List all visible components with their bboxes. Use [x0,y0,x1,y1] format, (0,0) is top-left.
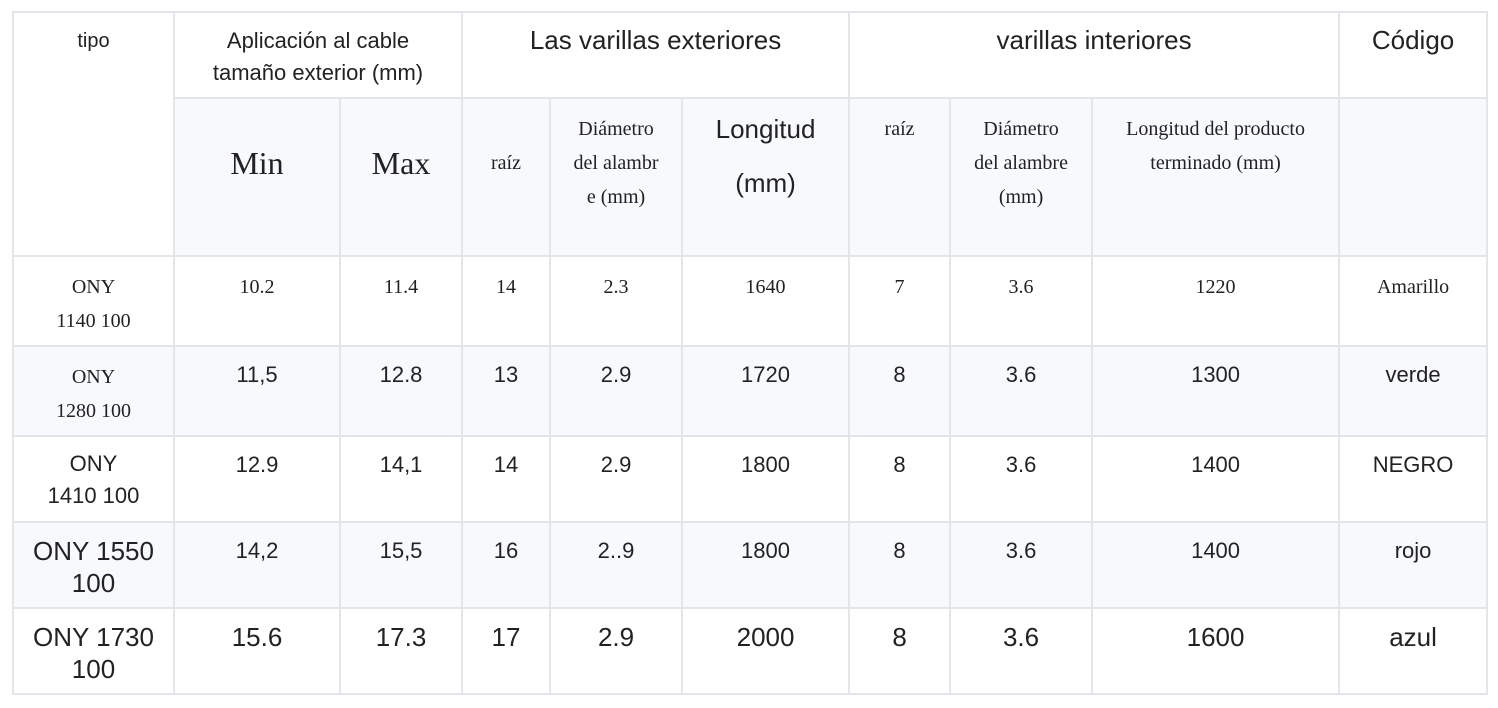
cell-diametro-interior: 3.6 [949,255,1094,347]
cell-diametro-exterior: 2.9 [549,345,684,437]
cell-tipo: ONY 1140 100 [12,255,175,347]
cell-diametro-exterior: 2.9 [549,607,684,695]
cell-diametro-exterior: 2..9 [549,521,684,609]
header-varillas-exteriores: Las varillas exteriores [461,11,851,99]
cell-diametro-exterior: 2.9 [549,435,684,523]
cell-codigo: Amarillo [1338,255,1489,347]
cell-tipo: ONY 1730 100 [12,607,175,695]
header-raiz-interior: raíz [848,97,952,257]
table-row: ONY 1410 100 12.9 14,1 14 2.9 1800 8 3.6… [12,435,1489,523]
cell-max: 17.3 [338,607,464,695]
header-raiz-exterior: raíz [461,97,552,257]
cell-tipo: ONY 1550 100 [12,521,175,609]
cell-tipo: ONY 1280 100 [12,345,175,437]
cell-raiz-exterior: 17 [461,607,552,695]
cell-raiz-exterior: 14 [461,435,552,523]
cell-diametro-interior: 3.6 [949,607,1094,695]
header-longitud-interior-text: Longitud del producto terminado (mm) [1126,118,1305,174]
cell-longitud-interior: 1600 [1091,607,1341,695]
cell-raiz-exterior: 16 [461,521,552,609]
header-diametro-interior: Diámetro del alambre (mm) [949,97,1094,257]
header-longitud-interior: Longitud del producto terminado (mm) [1091,97,1341,257]
header-longitud-exterior-text: Longitud (mm) [715,114,816,198]
cell-max: 15,5 [338,521,464,609]
header-diametro-exterior-text: Diámetro del alambre (mm) [573,118,659,208]
header-min: Min [173,97,341,257]
cell-longitud-exterior: 1640 [681,255,851,347]
cell-longitud-exterior: 1800 [681,435,851,523]
cell-raiz-interior: 8 [848,521,952,609]
cell-max: 11.4 [338,255,464,347]
cell-raiz-interior: 8 [848,435,952,523]
cell-min: 15.6 [173,607,341,695]
cell-codigo: NEGRO [1338,435,1489,523]
cell-tipo-text: ONY 1280 100 [56,366,131,422]
cell-min: 11,5 [173,345,341,437]
cell-longitud-exterior: 1800 [681,521,851,609]
cell-longitud-interior: 1400 [1091,435,1341,523]
cell-longitud-interior: 1300 [1091,345,1341,437]
table-row: ONY 1280 100 11,5 12.8 13 2.9 1720 8 3.6… [12,345,1489,437]
cell-diametro-interior: 3.6 [949,345,1094,437]
header-row-top: tipo Aplicación al cable tamaño exterior… [12,11,1489,257]
cell-longitud-exterior: 1720 [681,345,851,437]
cell-diametro-exterior: 2.3 [549,255,684,347]
cell-max: 12.8 [338,345,464,437]
header-longitud-exterior: Longitud (mm) [681,97,851,257]
table-row: ONY 1140 100 10.2 11.4 14 2.3 1640 7 3.6… [12,255,1489,347]
header-tipo: tipo [12,11,175,257]
header-codigo: Código [1338,11,1489,99]
header-diametro-interior-text: Diámetro del alambre (mm) [974,118,1068,208]
cell-codigo: rojo [1338,521,1489,609]
cell-tipo-text: ONY 1410 100 [47,451,140,508]
cell-max: 14,1 [338,435,464,523]
cell-diametro-interior: 3.6 [949,521,1094,609]
cell-longitud-interior: 1220 [1091,255,1341,347]
cell-codigo: verde [1338,345,1489,437]
header-aplicacion-text: Aplicación al cable tamaño exterior (mm) [212,28,424,85]
cell-raiz-interior: 8 [848,345,952,437]
cell-longitud-interior: 1400 [1091,521,1341,609]
cell-tipo-text: ONY 1550 100 [33,536,154,598]
cell-diametro-interior: 3.6 [949,435,1094,523]
table-row: ONY 1550 100 14,2 15,5 16 2..9 1800 8 3.… [12,521,1489,609]
cell-codigo: azul [1338,607,1489,695]
header-codigo-empty [1338,97,1489,257]
cell-raiz-interior: 8 [848,607,952,695]
cell-min: 12.9 [173,435,341,523]
header-aplicacion: Aplicación al cable tamaño exterior (mm) [172,11,464,99]
cable-spec-table: tipo Aplicación al cable tamaño exterior… [12,11,1489,695]
header-diametro-exterior: Diámetro del alambre (mm) [549,97,684,257]
header-max: Max [338,97,464,257]
table-row: ONY 1730 100 15.6 17.3 17 2.9 2000 8 3.6… [12,607,1489,695]
cell-raiz-interior: 7 [848,255,952,347]
cell-min: 14,2 [173,521,341,609]
cell-min: 10.2 [173,255,341,347]
header-varillas-interiores: varillas interiores [848,11,1341,99]
header-row-sub: Min Max raíz Diámetro del alambre (mm) L… [13,97,1489,257]
cell-tipo-text: ONY 1140 100 [56,276,131,332]
cell-longitud-exterior: 2000 [681,607,851,695]
cell-tipo: ONY 1410 100 [12,435,175,523]
cell-tipo-text: ONY 1730 100 [33,622,154,684]
cell-raiz-exterior: 14 [461,255,552,347]
cell-raiz-exterior: 13 [461,345,552,437]
